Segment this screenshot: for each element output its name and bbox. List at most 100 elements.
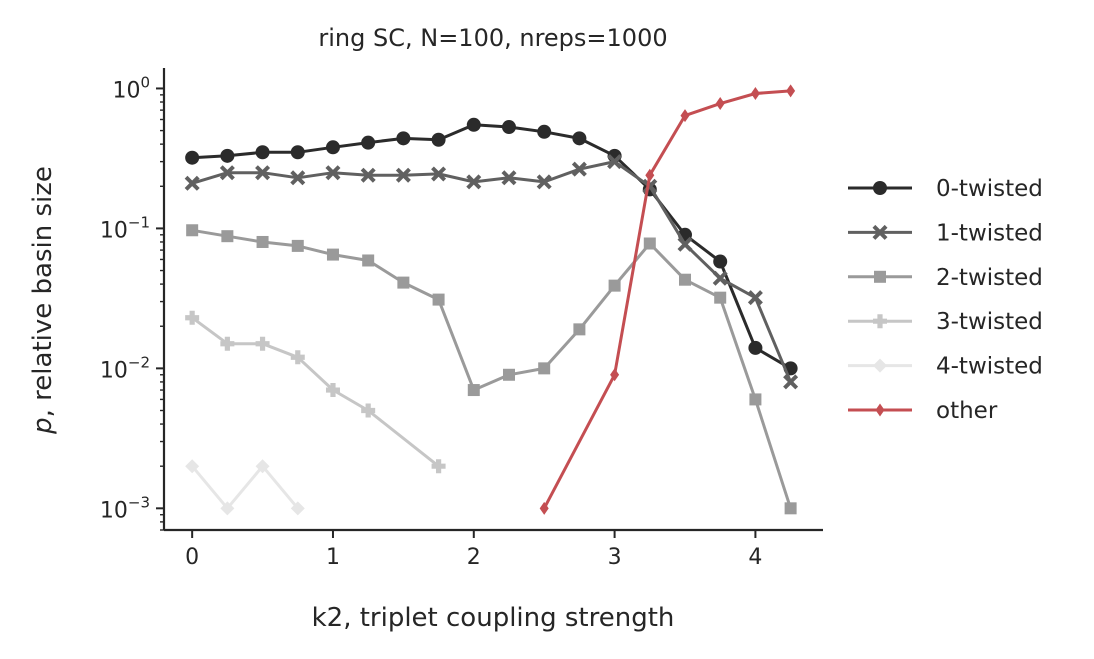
chart-title: ring SC, N=100, nreps=1000 — [318, 24, 667, 52]
series-1-twisted — [184, 154, 799, 390]
series-layer — [184, 84, 799, 516]
data-point — [431, 459, 446, 474]
legend-label: 3-twisted — [936, 309, 1043, 335]
data-point — [360, 167, 376, 183]
legend-marker — [873, 358, 887, 373]
data-point — [748, 340, 763, 355]
data-point — [396, 131, 411, 146]
data-point — [256, 235, 269, 248]
x-tick-label: 4 — [748, 545, 762, 570]
y-tick-label: 10−1 — [100, 213, 150, 243]
data-point — [290, 170, 306, 186]
series-other — [539, 84, 796, 515]
data-point — [571, 161, 587, 177]
data-point — [747, 290, 763, 306]
data-point — [325, 383, 340, 398]
legend-marker — [874, 270, 886, 283]
data-point — [466, 174, 482, 190]
data-point — [220, 501, 235, 516]
y-axis-label-symbol: p — [28, 417, 58, 435]
x-tick-label: 2 — [467, 545, 481, 570]
series-line — [191, 464, 299, 510]
data-point — [431, 166, 447, 182]
y-tick-label: 100 — [112, 73, 150, 103]
data-point — [431, 132, 446, 147]
data-point — [712, 270, 728, 286]
data-point — [185, 150, 200, 165]
y-ticks: 10−3 10−2 10−1 100 — [100, 73, 164, 531]
legend-marker — [875, 403, 885, 417]
data-point — [539, 501, 549, 515]
data-point — [185, 310, 200, 325]
data-point — [290, 501, 305, 516]
legend-entry: 4-twisted — [848, 354, 1043, 380]
data-point — [573, 323, 586, 336]
data-point — [255, 165, 271, 181]
data-point — [538, 362, 551, 375]
legend-marker — [872, 224, 888, 240]
data-point — [502, 368, 515, 381]
data-point — [536, 174, 552, 190]
legend-label: 0-twisted — [936, 176, 1043, 202]
data-point — [643, 237, 656, 250]
data-point — [220, 336, 235, 351]
data-point — [325, 140, 340, 155]
data-point — [362, 254, 375, 267]
data-point — [783, 374, 799, 390]
data-point — [361, 403, 376, 418]
data-point — [677, 236, 693, 252]
data-point — [713, 254, 728, 269]
legend-entry: 2-twisted — [848, 265, 1043, 291]
data-point — [501, 120, 516, 135]
legend-label: 1-twisted — [936, 220, 1043, 246]
x-ticks: 0 1 2 3 4 — [185, 530, 762, 570]
legend-label: 2-twisted — [936, 265, 1043, 291]
data-point — [361, 135, 376, 150]
series-line — [191, 160, 792, 383]
series-line — [192, 123, 792, 370]
data-point — [325, 165, 341, 181]
data-point — [255, 459, 270, 474]
data-point — [185, 459, 200, 474]
x-tick-label: 0 — [185, 545, 199, 570]
data-point — [607, 154, 623, 170]
legend-label: other — [936, 398, 998, 424]
data-point — [467, 384, 480, 397]
data-point — [645, 168, 655, 182]
series-3-twisted — [185, 310, 446, 474]
data-point — [749, 393, 762, 406]
legend-entry: 0-twisted — [848, 176, 1043, 202]
data-point — [610, 368, 620, 382]
legend-entry: 3-twisted — [848, 309, 1043, 335]
data-point — [291, 239, 304, 252]
data-point — [397, 276, 410, 289]
data-point — [715, 97, 725, 111]
data-point — [786, 84, 796, 98]
data-point — [432, 293, 445, 306]
data-point — [572, 131, 587, 146]
data-point — [326, 248, 339, 261]
data-point — [220, 148, 235, 163]
legend: 0-twisted 1-twisted 2-twisted 3-twisted 4-tw… — [848, 176, 1043, 424]
legend-marker — [873, 314, 887, 329]
series-line — [191, 228, 793, 509]
data-point — [184, 175, 200, 191]
data-point — [186, 224, 199, 237]
data-point — [680, 109, 690, 123]
y-tick-label: 10−3 — [100, 493, 150, 523]
data-point — [219, 165, 235, 181]
x-tick-label: 3 — [608, 545, 622, 570]
data-point — [395, 167, 411, 183]
data-point — [501, 170, 517, 186]
legend-label: 4-twisted — [936, 354, 1043, 380]
data-point — [750, 87, 760, 101]
series-0-twisted — [185, 117, 798, 376]
legend-entry: other — [848, 398, 998, 424]
y-axis-label-text: , relative basin size — [28, 166, 58, 417]
axes — [162, 68, 823, 532]
x-axis-label: k2, triplet coupling strength — [312, 603, 675, 633]
legend-entry: 1-twisted — [848, 220, 1043, 246]
data-point — [290, 350, 305, 365]
data-point — [714, 291, 727, 304]
